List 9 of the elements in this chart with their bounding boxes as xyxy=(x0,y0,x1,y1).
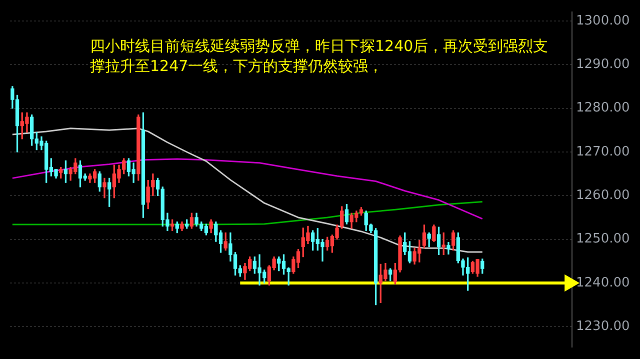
y-tick-label: 1250.00 xyxy=(576,232,630,247)
y-tick-label: 1240.00 xyxy=(576,275,630,290)
y-tick-label: 1290.00 xyxy=(576,57,630,72)
y-tick-label: 1260.00 xyxy=(576,188,630,204)
y-tick-label: 1280.00 xyxy=(576,100,630,116)
y-tick-label: 1300.00 xyxy=(576,13,630,28)
y-tick-label: 1230.00 xyxy=(576,319,630,334)
annotation: 四小时线目前短线延续弱势反弹，昨日下探1240后，再次受到强烈支撑拉升至1247一线，下方的支撑仍然较强， xyxy=(90,36,550,76)
y-tick-label: 1270.00 xyxy=(576,144,630,160)
